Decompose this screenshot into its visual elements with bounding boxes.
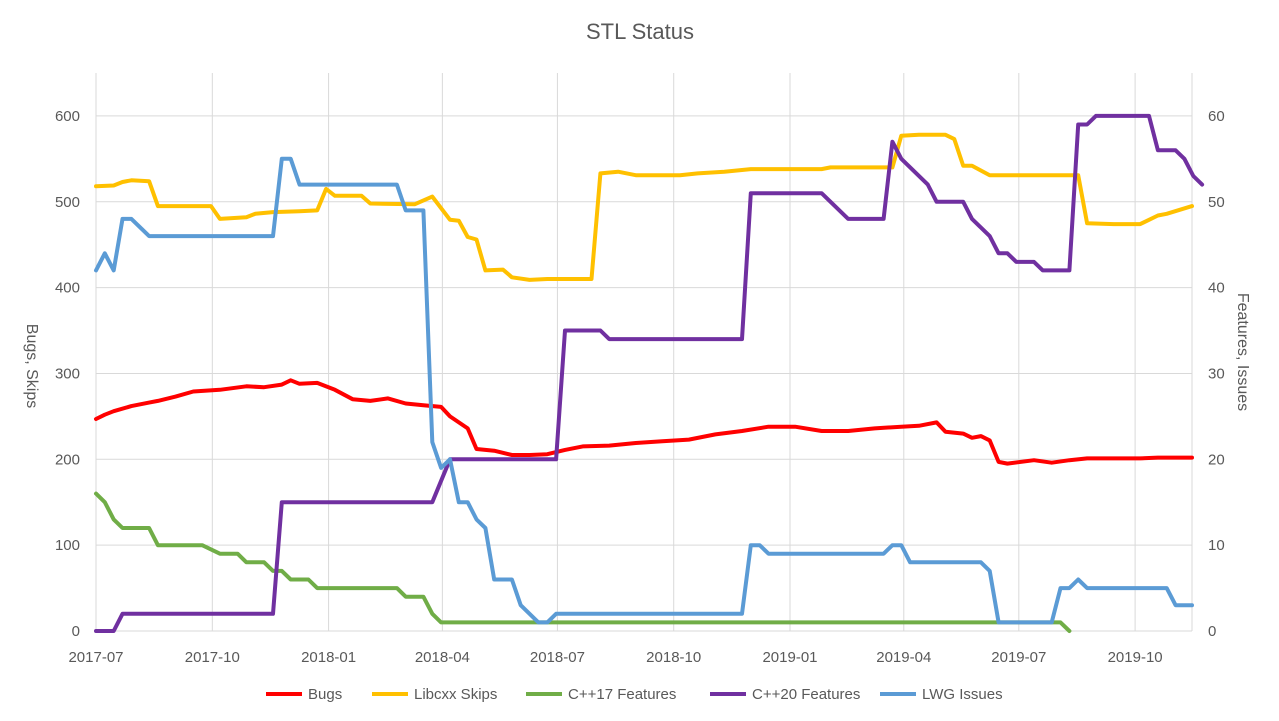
- chart-title: STL Status: [586, 19, 694, 44]
- left-axis-title: Bugs, Skips: [23, 324, 40, 408]
- series-line-lwg-issues: [94, 156, 1194, 625]
- x-tick-label: 2019-01: [762, 649, 817, 666]
- x-tick-label: 2018-07: [530, 649, 585, 666]
- legend-label: Libcxx Skips: [414, 686, 497, 703]
- y2-tick-label: 0: [1208, 623, 1216, 640]
- x-tick-label: 2017-07: [68, 649, 123, 666]
- y-tick-label: 200: [55, 451, 80, 468]
- y2-tick-label: 10: [1208, 537, 1225, 554]
- y2-tick-label: 40: [1208, 280, 1225, 297]
- y-tick-label: 300: [55, 365, 80, 382]
- x-axis-ticks: 2017-07 2017-10 2018-01 2018-04 2018-07 2018-…: [68, 649, 1162, 666]
- legend-label: Bugs: [308, 686, 342, 703]
- gridlines: [95, 73, 1193, 632]
- x-tick-label: 2017-10: [185, 649, 240, 666]
- x-tick-label: 2019-10: [1108, 649, 1163, 666]
- series-line-c-20-features: [94, 113, 1205, 633]
- y2-tick-label: 20: [1208, 451, 1225, 468]
- y-tick-label: 600: [55, 108, 80, 125]
- x-tick-label: 2018-01: [301, 649, 356, 666]
- legend-label: C++20 Features: [752, 686, 860, 703]
- y2-tick-label: 50: [1208, 194, 1225, 211]
- x-tick-label: 2019-04: [876, 649, 931, 666]
- y-tick-label: 0: [72, 623, 80, 640]
- right-axis-ticks: 0 10 20 30 40 50 60: [1208, 108, 1225, 640]
- series-line-c-17-features: [94, 491, 1072, 633]
- y2-tick-label: 60: [1208, 108, 1225, 125]
- right-axis-title: Features, Issues: [1234, 293, 1251, 411]
- legend-label: C++17 Features: [568, 686, 676, 703]
- x-tick-label: 2019-07: [991, 649, 1046, 666]
- y2-tick-label: 30: [1208, 365, 1225, 382]
- legend-label: LWG Issues: [922, 686, 1003, 703]
- x-tick-label: 2018-04: [415, 649, 470, 666]
- series-line-bugs: [94, 378, 1194, 466]
- y-tick-label: 100: [55, 537, 80, 554]
- left-axis-ticks: 0 100 200 300 400 500 600: [55, 108, 80, 640]
- x-tick-label: 2018-10: [646, 649, 701, 666]
- y-tick-label: 400: [55, 280, 80, 297]
- series-lines: [94, 113, 1205, 633]
- legend: Bugs Libcxx Skips C++17 Features C++20 Feat…: [266, 686, 1003, 703]
- y-tick-label: 500: [55, 194, 80, 211]
- series-line-libcxx-skips: [94, 132, 1194, 282]
